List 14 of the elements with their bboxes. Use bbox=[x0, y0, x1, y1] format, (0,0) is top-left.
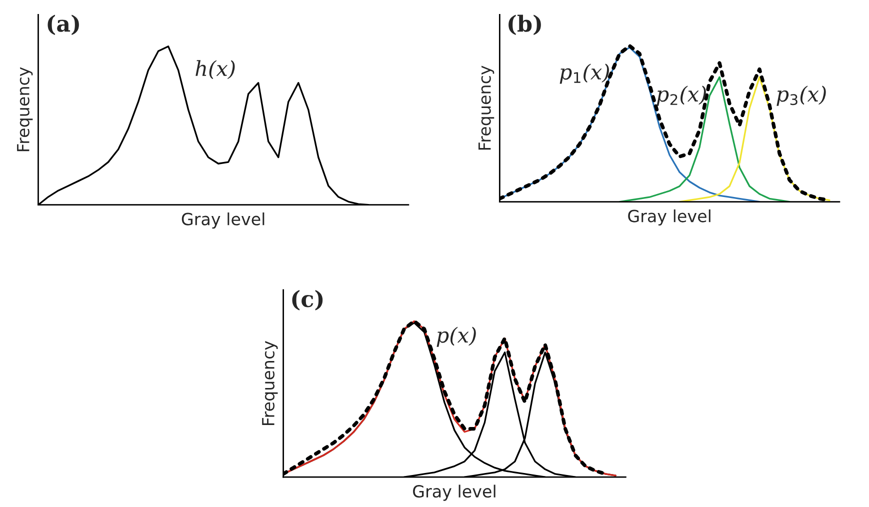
x-axis-title: Gray level bbox=[413, 484, 496, 501]
series-label: p(x) bbox=[436, 326, 476, 347]
chart-title: (a) bbox=[48, 14, 79, 36]
series-label: h(x) bbox=[196, 60, 235, 80]
series-label: p$_{1}$(x) bbox=[560, 64, 609, 84]
series-label: p$_{3}$(x) bbox=[776, 86, 826, 106]
x-axis-title: Gray level bbox=[182, 212, 264, 229]
chart-title: (b) bbox=[508, 14, 541, 36]
y-axis-title: Frequency bbox=[262, 340, 278, 425]
x-axis-title: Gray level bbox=[628, 209, 710, 226]
y-axis-title: Frequency bbox=[478, 66, 494, 150]
y-axis-title: Frequency bbox=[17, 67, 33, 152]
chart-title: (c) bbox=[292, 290, 323, 310]
series-label: p$_{2}$(x) bbox=[656, 86, 706, 106]
